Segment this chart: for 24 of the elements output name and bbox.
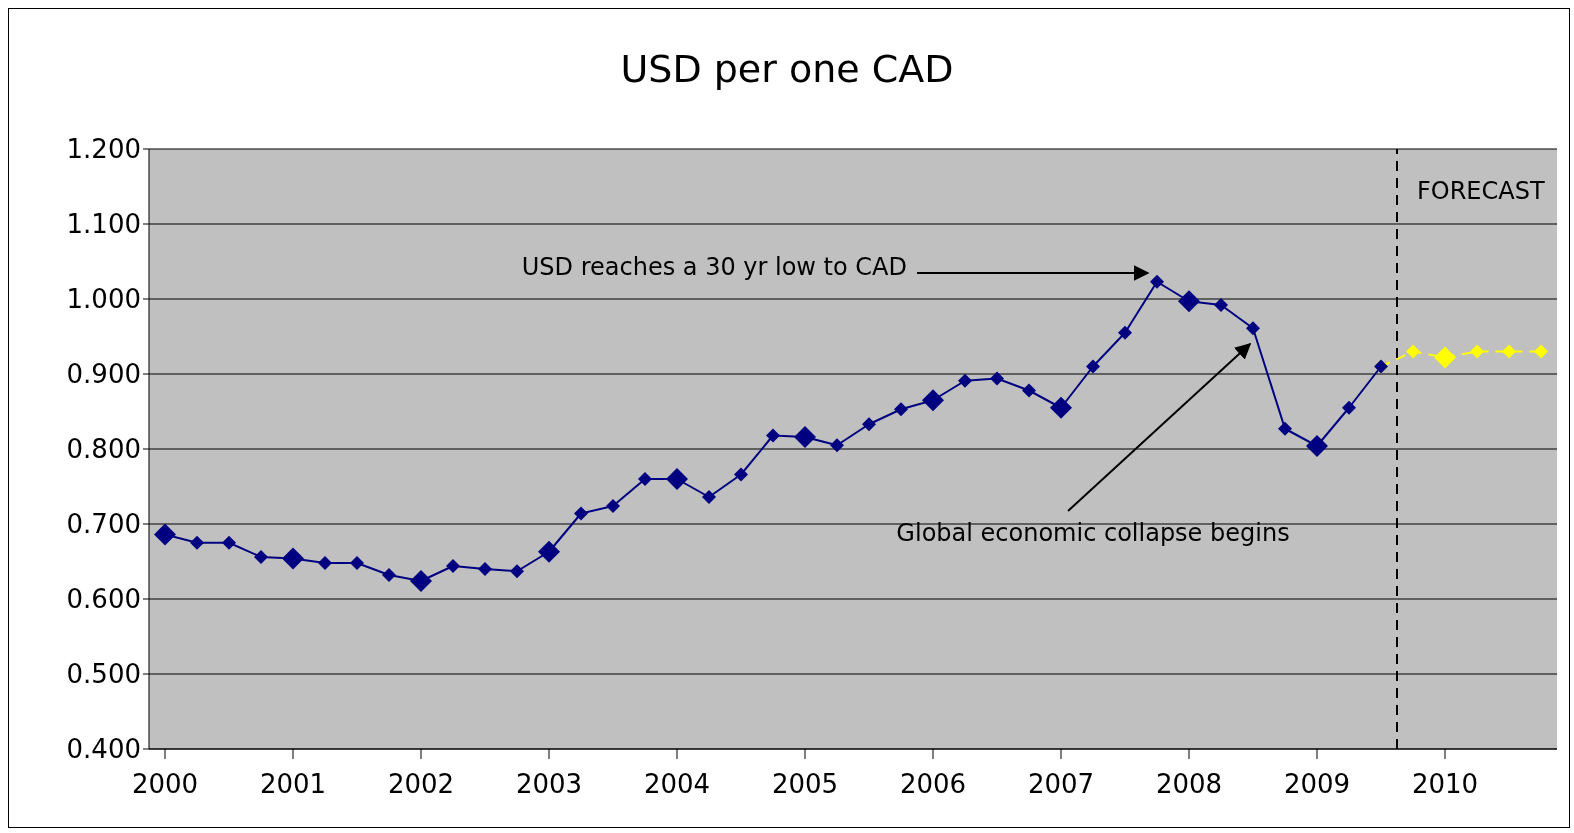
- x-tick-label: 2010: [1411, 769, 1479, 800]
- y-tick-label: 0.900: [66, 359, 141, 390]
- annotation: USD reaches a 30 yr low to CAD: [521, 253, 907, 281]
- x-tick-label: 2009: [1283, 769, 1351, 800]
- y-tick-label: 0.500: [66, 659, 141, 690]
- y-tick-label: 0.600: [66, 584, 141, 615]
- x-tick-label: 2001: [259, 769, 327, 800]
- y-tick-label: 1.100: [66, 209, 141, 240]
- annotation: Global economic collapse begins: [896, 519, 1290, 547]
- y-tick-label: 1.200: [66, 134, 141, 165]
- x-tick-label: 2007: [1027, 769, 1095, 800]
- x-tick-label: 2005: [771, 769, 839, 800]
- x-tick-label: 2002: [387, 769, 455, 800]
- y-tick-label: 0.400: [66, 734, 141, 765]
- y-tick-label: 0.800: [66, 434, 141, 465]
- y-tick-label: 1.000: [66, 284, 141, 315]
- x-tick-label: 2004: [643, 769, 711, 800]
- ref-line-label: FORECAST: [1417, 177, 1545, 205]
- x-tick-label: 2000: [131, 769, 199, 800]
- x-tick-label: 2008: [1155, 769, 1223, 800]
- y-tick-label: 0.700: [66, 509, 141, 540]
- x-tick-label: 2003: [515, 769, 583, 800]
- x-tick-label: 2006: [899, 769, 967, 800]
- chart-title: USD per one CAD: [619, 47, 955, 91]
